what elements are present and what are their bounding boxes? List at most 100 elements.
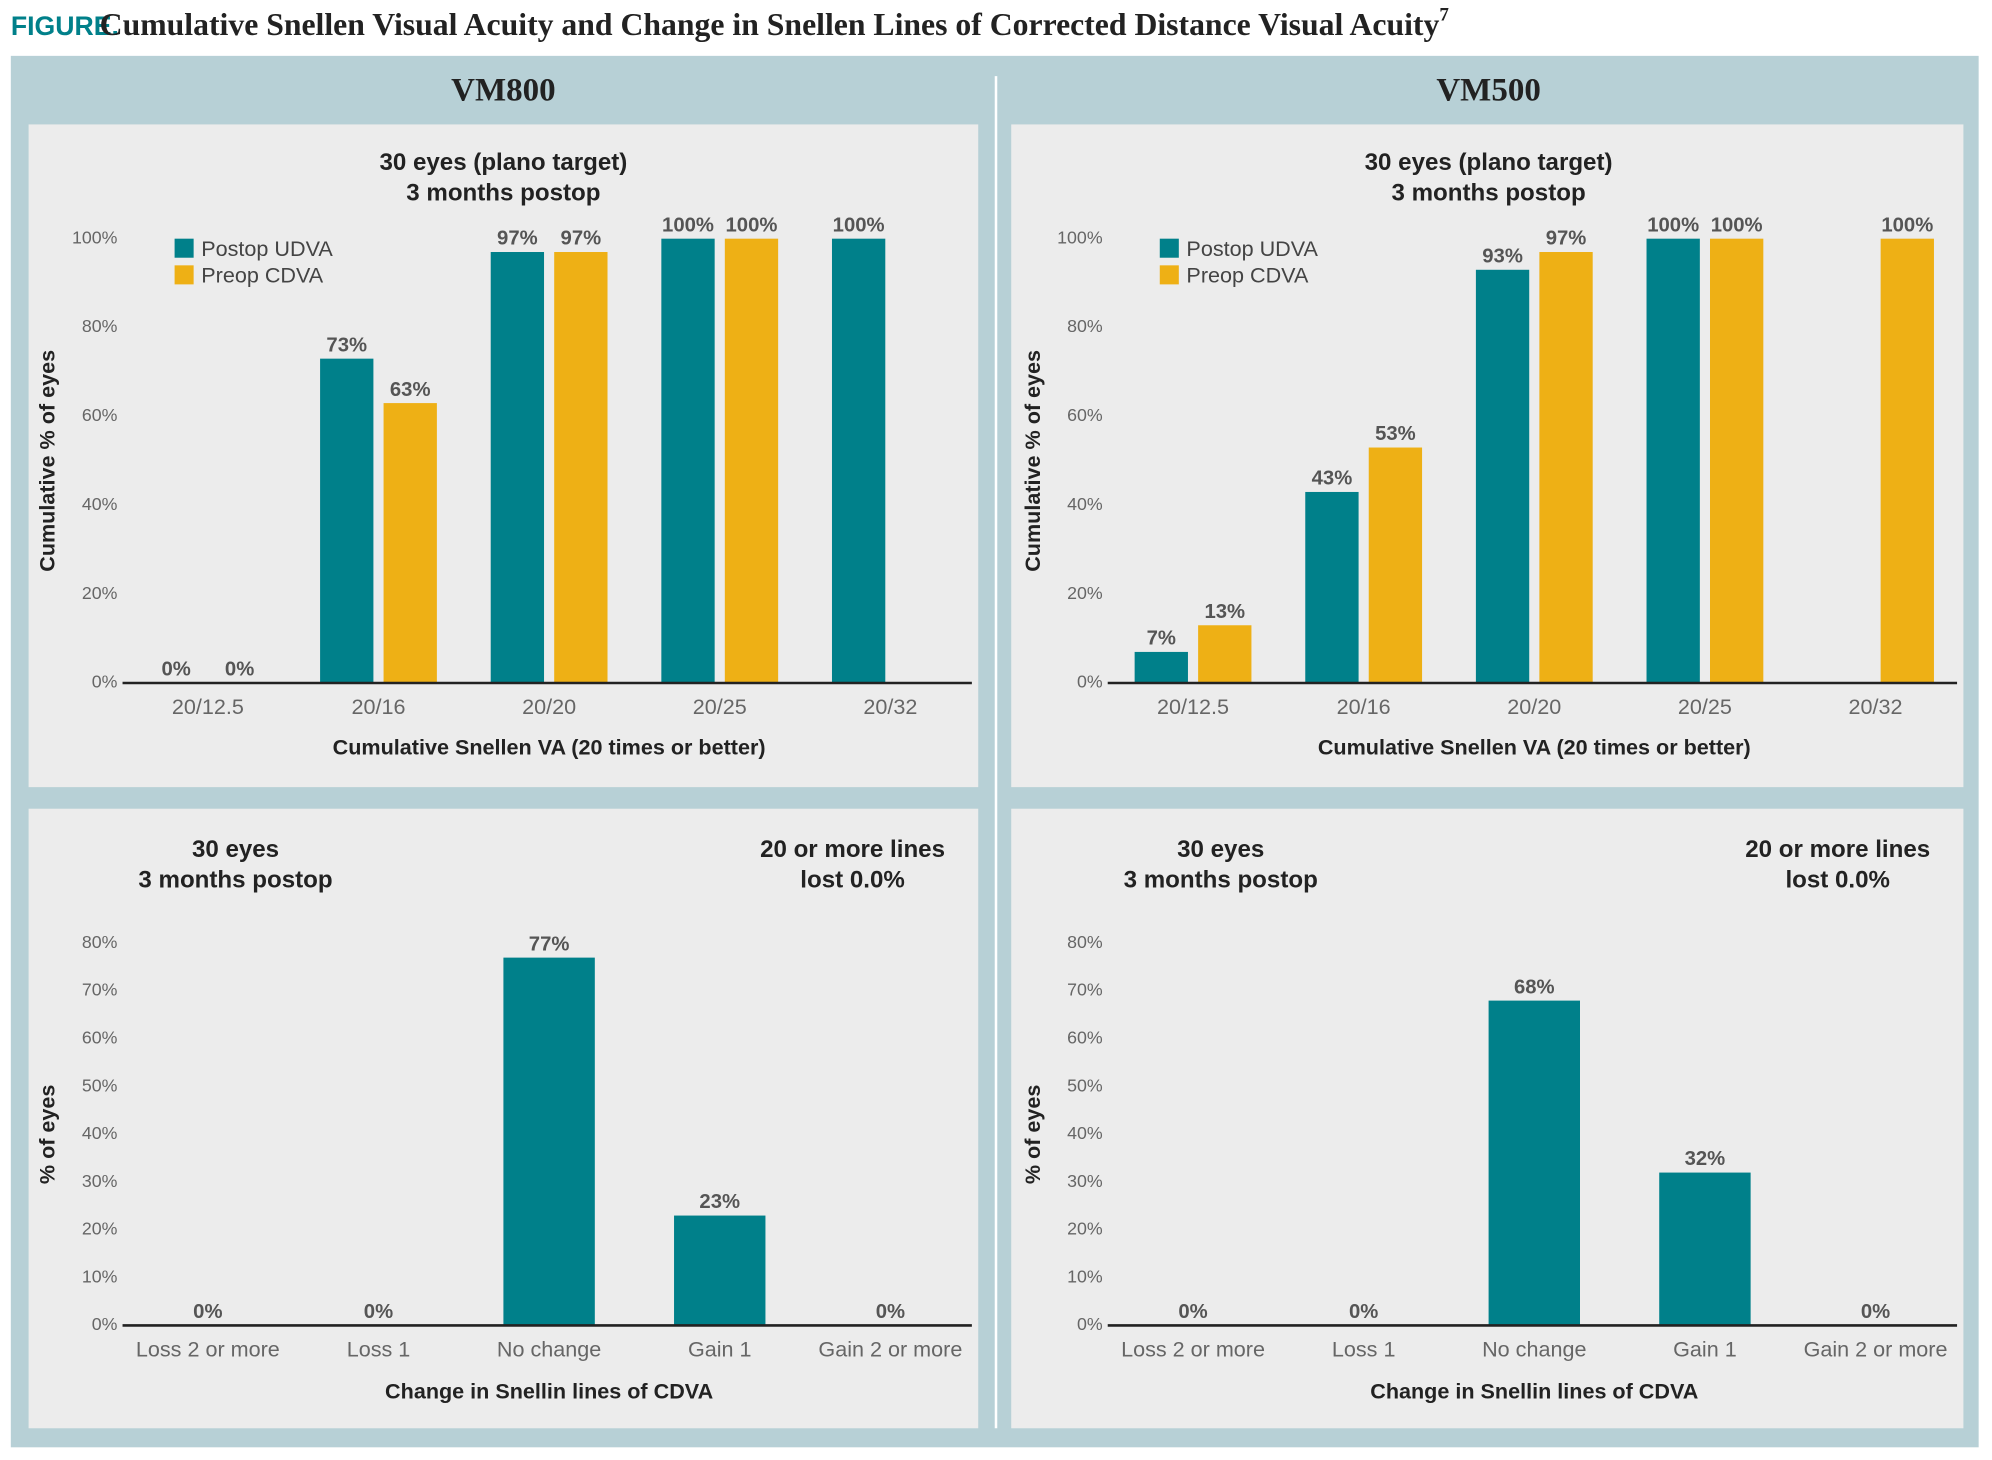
annotation: 20 or more lines [760,836,945,863]
data-label: 0% [1178,1301,1207,1323]
x-tick-label: Loss 1 [1332,1337,1396,1362]
data-label: 0% [225,659,254,681]
bar [490,252,545,684]
bar [383,403,437,684]
y-tick-label: 20% [1067,1219,1103,1239]
chart-title: 30 eyes [192,836,279,863]
data-label: 97% [1546,228,1587,250]
data-label: 68% [1514,976,1555,998]
chart-title: 3 months postop [1391,180,1585,207]
bar [1646,238,1700,684]
figure-label: FIGURE. [11,11,119,41]
x-tick-label: 20/25 [693,694,747,719]
x-tick-label: Loss 2 or more [136,1337,280,1362]
chart-panel [1011,808,1964,1429]
data-label: 43% [1312,468,1353,490]
bar [554,252,608,684]
bar [674,1215,766,1326]
panel-title: VM500 [1436,72,1540,108]
x-tick-label: 20/32 [863,694,917,719]
y-tick-label: 80% [82,932,118,952]
data-label: 23% [699,1191,740,1213]
y-tick-label: 10% [1067,1266,1103,1286]
data-label: 73% [326,334,367,356]
data-label: 77% [529,933,570,955]
data-label: 0% [1349,1301,1378,1323]
data-label: 100% [1647,214,1699,236]
x-tick-label: Gain 2 or more [818,1337,962,1362]
x-tick-label: Loss 1 [347,1337,411,1362]
x-axis-label: Cumulative Snellen VA (20 times or bette… [333,735,766,760]
data-label: 13% [1204,601,1245,623]
bar [503,957,595,1326]
chart-title: 30 eyes (plano target) [1365,149,1613,176]
x-tick-label: 20/20 [1507,694,1561,719]
bar [1880,238,1934,684]
y-tick-label: 0% [1077,672,1103,692]
figure-title: Cumulative Snellen Visual Acuity and Cha… [100,5,1450,42]
legend-swatch [174,238,194,258]
data-label: 100% [1881,214,1933,236]
data-label: 100% [726,214,778,236]
x-tick-label: No change [497,1337,601,1362]
bar [724,238,779,684]
legend-swatch [1159,265,1179,285]
x-tick-label: 20/25 [1678,694,1732,719]
y-tick-label: 100% [72,227,118,247]
data-label: 7% [1147,628,1176,650]
bar [1198,625,1252,684]
y-tick-label: 40% [82,494,118,514]
y-tick-label: 50% [82,1075,118,1095]
data-label: 97% [497,228,538,250]
y-tick-label: 70% [1067,980,1103,1000]
legend-label: Postop UDVA [201,236,333,261]
y-tick-label: 30% [82,1171,118,1191]
data-label: 0% [1861,1301,1890,1323]
y-tick-label: 20% [82,583,118,603]
y-tick-label: 80% [1067,932,1103,952]
legend-label: Preop CDVA [1186,262,1309,287]
x-tick-label: 20/12.5 [172,694,244,719]
data-label: 100% [662,214,714,236]
y-axis-label: % of eyes [35,1085,60,1185]
bar [1539,252,1593,684]
legend-swatch [174,265,194,285]
data-label: 63% [390,379,431,401]
bar [1305,491,1359,684]
data-label: 0% [193,1301,222,1323]
panel-title: VM800 [451,72,555,108]
annotation: 20 or more lines [1745,836,1930,863]
y-tick-label: 70% [82,980,118,1000]
legend-label: Postop UDVA [1186,236,1318,261]
y-tick-label: 60% [82,1028,118,1048]
x-tick-label: Gain 1 [688,1337,752,1362]
x-tick-label: 20/12.5 [1157,694,1229,719]
chart-title: 3 months postop [138,866,332,893]
x-axis-label: Cumulative Snellen VA (20 times or bette… [1318,735,1751,760]
y-tick-label: 20% [82,1219,118,1239]
y-tick-label: 30% [1067,1171,1103,1191]
x-tick-label: 20/20 [522,694,576,719]
y-tick-label: 60% [1067,405,1103,425]
y-tick-label: 40% [1067,494,1103,514]
y-tick-label: 50% [1067,1075,1103,1095]
chart-title: 30 eyes [1177,836,1264,863]
y-tick-label: 40% [82,1123,118,1143]
chart-title: 3 months postop [406,180,600,207]
y-tick-label: 20% [1067,583,1103,603]
title-text: Cumulative Snellen Visual Acuity and Cha… [100,7,1440,42]
data-label: 0% [161,659,190,681]
title-ref: 7 [1439,5,1449,26]
chart-title: 30 eyes (plano target) [379,149,627,176]
bar [1488,1000,1580,1326]
bar [831,238,886,684]
legend-label: Preop CDVA [201,262,324,287]
bar [1659,1172,1751,1326]
bar [661,238,715,684]
data-label: 0% [364,1301,393,1323]
bar [1134,651,1188,684]
x-tick-label: 20/16 [1337,694,1391,719]
y-tick-label: 60% [1067,1028,1103,1048]
